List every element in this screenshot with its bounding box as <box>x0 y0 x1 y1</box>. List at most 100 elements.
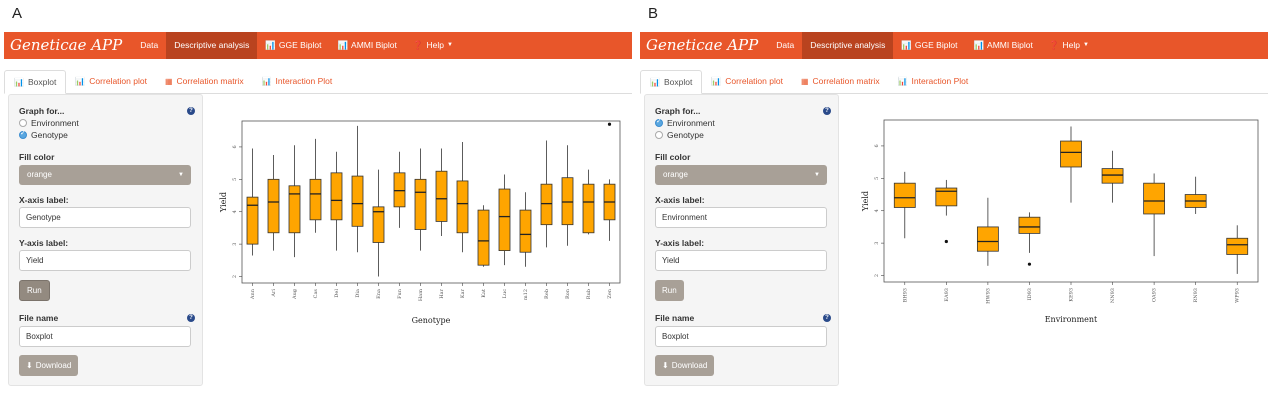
x-tick-label: OA93 <box>1152 288 1158 302</box>
x-tick-label: Luc <box>502 289 508 299</box>
radio-label: Environment <box>31 118 79 128</box>
x-tick-label: m12 <box>523 289 529 300</box>
outlier-point <box>944 239 948 244</box>
x-tick-label: Har <box>439 288 445 298</box>
tab-correlation-matrix[interactable]: ▦ Correlation matrix <box>792 70 889 93</box>
y-axis-title: Yield <box>219 192 228 213</box>
y-axis-title: Yield <box>861 191 870 212</box>
tab-boxplot[interactable]: 📊 Boxplot <box>4 70 67 94</box>
radio-label: Environment <box>667 118 715 128</box>
chart-icon: 📊 <box>337 40 349 50</box>
nav-descriptive-analysis[interactable]: Descriptive analysis <box>166 32 258 59</box>
x-axis-input[interactable]: Genotype <box>19 207 191 228</box>
tab-label: Correlation plot <box>725 76 783 86</box>
nav-data[interactable]: Data <box>768 32 802 59</box>
radio-environment[interactable]: Environment <box>655 117 715 128</box>
nav-help[interactable]: ❓ Help ▼ <box>405 32 461 59</box>
y-axis-label: Y-axis label: <box>19 238 69 248</box>
outlier-point <box>1027 262 1032 266</box>
box <box>267 178 280 234</box>
radio-icon[interactable] <box>19 119 27 127</box>
box <box>582 183 595 234</box>
nav-label: GGE Biplot <box>278 40 322 50</box>
x-tick-label: Cas <box>313 289 319 299</box>
radio-checked-icon[interactable] <box>655 117 663 127</box>
tab-correlation-matrix[interactable]: ▦ Correlation matrix <box>156 70 253 93</box>
box <box>1101 168 1124 184</box>
box <box>330 172 343 221</box>
tab-correlation-plot[interactable]: 📊 Correlation plot <box>702 70 792 93</box>
app-brand[interactable]: Geneticae APP <box>646 36 759 54</box>
x-tick-label: EA93 <box>944 288 950 302</box>
question-circle-icon[interactable]: ? <box>187 314 195 322</box>
box <box>288 185 301 234</box>
download-button[interactable]: ⬇ Download <box>655 355 715 376</box>
nav-data[interactable]: Data <box>132 32 166 59</box>
box <box>435 170 448 222</box>
tab-boxplot[interactable]: 📊 Boxplot <box>640 70 703 94</box>
x-axis-input[interactable]: Environment <box>655 207 827 228</box>
box <box>561 177 574 226</box>
box <box>477 209 490 266</box>
tab-correlation-plot[interactable]: 📊 Correlation plot <box>66 70 156 93</box>
x-axis-label: X-axis label: <box>19 195 69 205</box>
panel-letter: A <box>12 5 23 22</box>
tab-label: Boxplot <box>27 76 57 87</box>
download-button[interactable]: ⬇ Download <box>19 355 79 376</box>
x-tick-label: WP93 <box>1235 288 1241 303</box>
caret-down-icon: ▼ <box>178 172 184 178</box>
box <box>456 180 469 234</box>
y-tick-label: 6 <box>874 144 880 147</box>
question-circle-icon[interactable]: ? <box>823 107 831 115</box>
sidebar: Graph for... ? Environment Genotype Fill… <box>8 94 203 386</box>
file-name-input[interactable]: Boxplot <box>655 326 827 347</box>
fill-color-select[interactable]: orange ▼ <box>19 165 191 185</box>
app-brand[interactable]: Geneticae APP <box>10 36 123 54</box>
tab-label: Interaction Plot <box>275 76 333 86</box>
box <box>498 188 511 252</box>
tab-interaction-plot[interactable]: 📊 Interaction Plot <box>253 70 342 93</box>
tab-label: Interaction Plot <box>911 76 969 86</box>
question-circle-icon[interactable]: ? <box>823 314 831 322</box>
sidebar: Graph for... ? Environment Genotype Fill… <box>644 94 839 386</box>
radio-genotype[interactable]: Genotype <box>19 129 68 140</box>
x-tick-label: ID93 <box>1027 288 1033 300</box>
nav-label: AMMI Biplot <box>987 40 1033 50</box>
box <box>893 182 916 208</box>
radio-environment[interactable]: Environment <box>19 118 79 128</box>
radio-genotype[interactable]: Genotype <box>655 130 704 140</box>
run-button[interactable]: Run <box>19 280 50 301</box>
x-tick-label: HW93 <box>985 288 991 304</box>
file-name-input[interactable]: Boxplot <box>19 326 191 347</box>
radio-checked-icon[interactable] <box>19 129 27 139</box>
tab-label: Correlation matrix <box>176 76 244 86</box>
nav-gge-biplot[interactable]: 📊 GGE Biplot <box>893 32 965 59</box>
question-circle-icon[interactable]: ? <box>187 107 195 115</box>
box <box>1018 216 1041 234</box>
radio-icon[interactable] <box>655 131 663 139</box>
nav-ammi-biplot[interactable]: 📊 AMMI Biplot <box>329 32 404 59</box>
boxplot-svg: 2 3 4 5 6 Ann Ari Aug Cas Del Dia Ena Fun Ham Har Kar Ka… <box>219 120 621 325</box>
y-tick-label: 2 <box>874 274 880 277</box>
x-tick-label: Fun <box>397 288 403 299</box>
box <box>372 206 385 243</box>
radio-label: Genotype <box>31 130 68 140</box>
y-axis-label: Y-axis label: <box>655 238 705 248</box>
nav-descriptive-analysis[interactable]: Descriptive analysis <box>802 32 894 59</box>
nav-label: GGE Biplot <box>914 40 958 50</box>
graph-for-label: Graph for... <box>655 106 701 116</box>
download-icon: ⬇ <box>662 361 669 370</box>
nav-help[interactable]: ❓ Help ▼ <box>1041 32 1097 59</box>
nav-gge-biplot[interactable]: 📊 GGE Biplot <box>257 32 329 59</box>
graph-for-label: Graph for... <box>19 106 65 116</box>
tab-interaction-plot[interactable]: 📊 Interaction Plot <box>889 70 978 93</box>
nav-label: Help <box>426 40 444 50</box>
run-button[interactable]: Run <box>655 280 684 301</box>
y-axis-input[interactable]: Yield <box>19 250 191 271</box>
fill-color-select[interactable]: orange ▼ <box>655 165 827 185</box>
boxplot-svg: 2 3 4 5 6 BH93 EA93 HW93 ID93 KE93 NN93 OA93 RN93 WP9… <box>861 119 1259 324</box>
nav-label: Descriptive analysis <box>810 40 886 50</box>
file-name-label: File name <box>19 313 59 323</box>
nav-ammi-biplot[interactable]: 📊 AMMI Biplot <box>965 32 1040 59</box>
y-axis-input[interactable]: Yield <box>655 250 827 271</box>
